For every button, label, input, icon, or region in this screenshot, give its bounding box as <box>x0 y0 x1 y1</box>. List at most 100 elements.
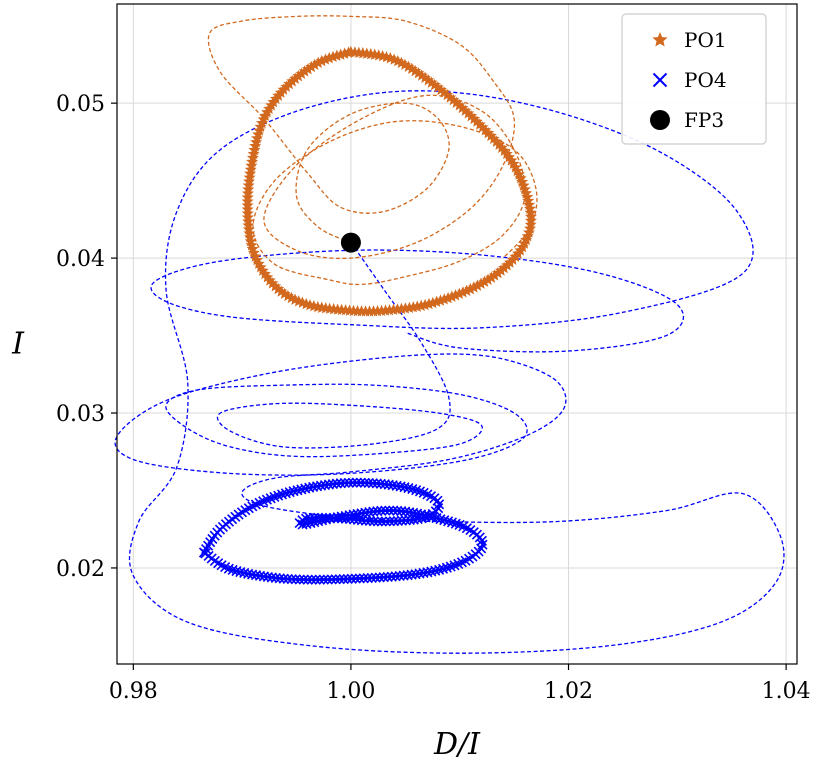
point-po4 <box>347 477 358 488</box>
point-po4 <box>301 518 312 529</box>
point-po4 <box>367 478 378 489</box>
point-po4 <box>331 478 342 489</box>
point-po4 <box>235 566 246 578</box>
point-po4 <box>376 516 387 527</box>
point-po4 <box>311 481 323 492</box>
point-po4 <box>366 572 377 583</box>
x-tick-label: 1.04 <box>762 679 811 704</box>
point-po4 <box>302 574 313 585</box>
point-po4 <box>372 516 383 527</box>
point-po4 <box>363 477 374 489</box>
point-po1 <box>248 143 261 156</box>
point-po4 <box>343 477 354 488</box>
point-po1 <box>241 199 254 211</box>
point-po4 <box>342 573 353 584</box>
point-po4 <box>328 512 339 523</box>
point-po1 <box>342 46 355 58</box>
point-po1 <box>246 151 259 164</box>
point-po4 <box>426 566 437 577</box>
point-po4 <box>346 573 357 584</box>
point-po4 <box>383 479 394 490</box>
point-po4 <box>292 485 303 496</box>
point-po4 <box>355 477 366 488</box>
point-po1 <box>242 219 255 231</box>
point-po4 <box>380 516 391 527</box>
point-po4 <box>305 517 316 529</box>
x-tick-label: 0.98 <box>109 679 158 704</box>
point-po4 <box>332 512 343 523</box>
point-po4 <box>387 480 398 491</box>
x-tick-label: 1.00 <box>326 679 375 704</box>
x-axis-label: D/I <box>433 727 481 762</box>
point-po4 <box>239 567 250 579</box>
point-po4 <box>376 505 387 516</box>
point-po4 <box>262 571 273 583</box>
point-po4 <box>388 516 399 527</box>
point-po1 <box>243 231 256 243</box>
point-po4 <box>384 505 395 516</box>
point-po4 <box>304 482 315 493</box>
point-po4 <box>415 509 427 520</box>
point-po4 <box>352 508 363 519</box>
point-po4 <box>336 511 347 522</box>
point-po4 <box>434 564 445 575</box>
legend-label-po1: PO1 <box>684 28 727 52</box>
point-po4 <box>296 484 307 495</box>
point-po1 <box>249 139 262 152</box>
point-po4 <box>398 570 409 581</box>
point-po4 <box>334 574 345 585</box>
point-po4 <box>371 478 382 489</box>
point-po4 <box>250 570 262 581</box>
point-po4 <box>298 574 309 585</box>
series-layer <box>114 15 785 654</box>
point-po4 <box>322 574 333 585</box>
point-po4 <box>315 480 327 491</box>
point-po1 <box>246 155 259 167</box>
point-po1 <box>242 223 255 235</box>
point-po4 <box>395 481 406 492</box>
point-po4 <box>378 572 389 583</box>
point-po4 <box>437 563 449 574</box>
point-po4 <box>309 517 320 528</box>
point-po4 <box>400 506 411 517</box>
point-po4 <box>258 571 269 582</box>
point-po1 <box>244 235 257 247</box>
point-po4 <box>282 573 293 585</box>
point-po4 <box>370 572 381 583</box>
legend-marker-fp3 <box>650 110 670 130</box>
point-po4 <box>408 507 419 518</box>
series-po4 <box>198 477 488 585</box>
point-po4 <box>278 573 289 584</box>
y-tick-label: 0.03 <box>56 402 105 427</box>
point-po1 <box>242 179 255 191</box>
point-po4 <box>338 573 349 585</box>
point-po4 <box>200 548 211 559</box>
point-po4 <box>288 486 299 497</box>
plot-frame <box>116 3 798 665</box>
point-po4 <box>414 568 425 579</box>
point-po4 <box>418 567 429 579</box>
point-po1 <box>244 163 257 175</box>
point-po4 <box>382 571 393 583</box>
point-po4 <box>318 574 329 585</box>
legend-label-fp3: FP3 <box>684 108 724 132</box>
legend-marker-po4 <box>652 72 668 88</box>
point-po4 <box>310 574 321 585</box>
legend-marker-po1 <box>652 32 668 47</box>
point-po4 <box>324 513 335 524</box>
point-po4 <box>351 477 362 488</box>
point-po1 <box>243 227 256 239</box>
point-po4 <box>314 574 325 585</box>
point-po4 <box>394 570 405 582</box>
point-po4 <box>308 481 319 493</box>
point-po1 <box>243 171 256 183</box>
x-tick-label: 1.02 <box>544 679 593 704</box>
point-po4 <box>368 506 379 517</box>
point-po4 <box>390 571 401 582</box>
point-po4 <box>340 510 351 521</box>
point-po4 <box>358 573 369 584</box>
y-tick-label: 0.04 <box>56 247 105 272</box>
point-po4 <box>391 480 402 491</box>
point-po4 <box>317 515 328 526</box>
legend-label-po4: PO4 <box>684 68 727 92</box>
